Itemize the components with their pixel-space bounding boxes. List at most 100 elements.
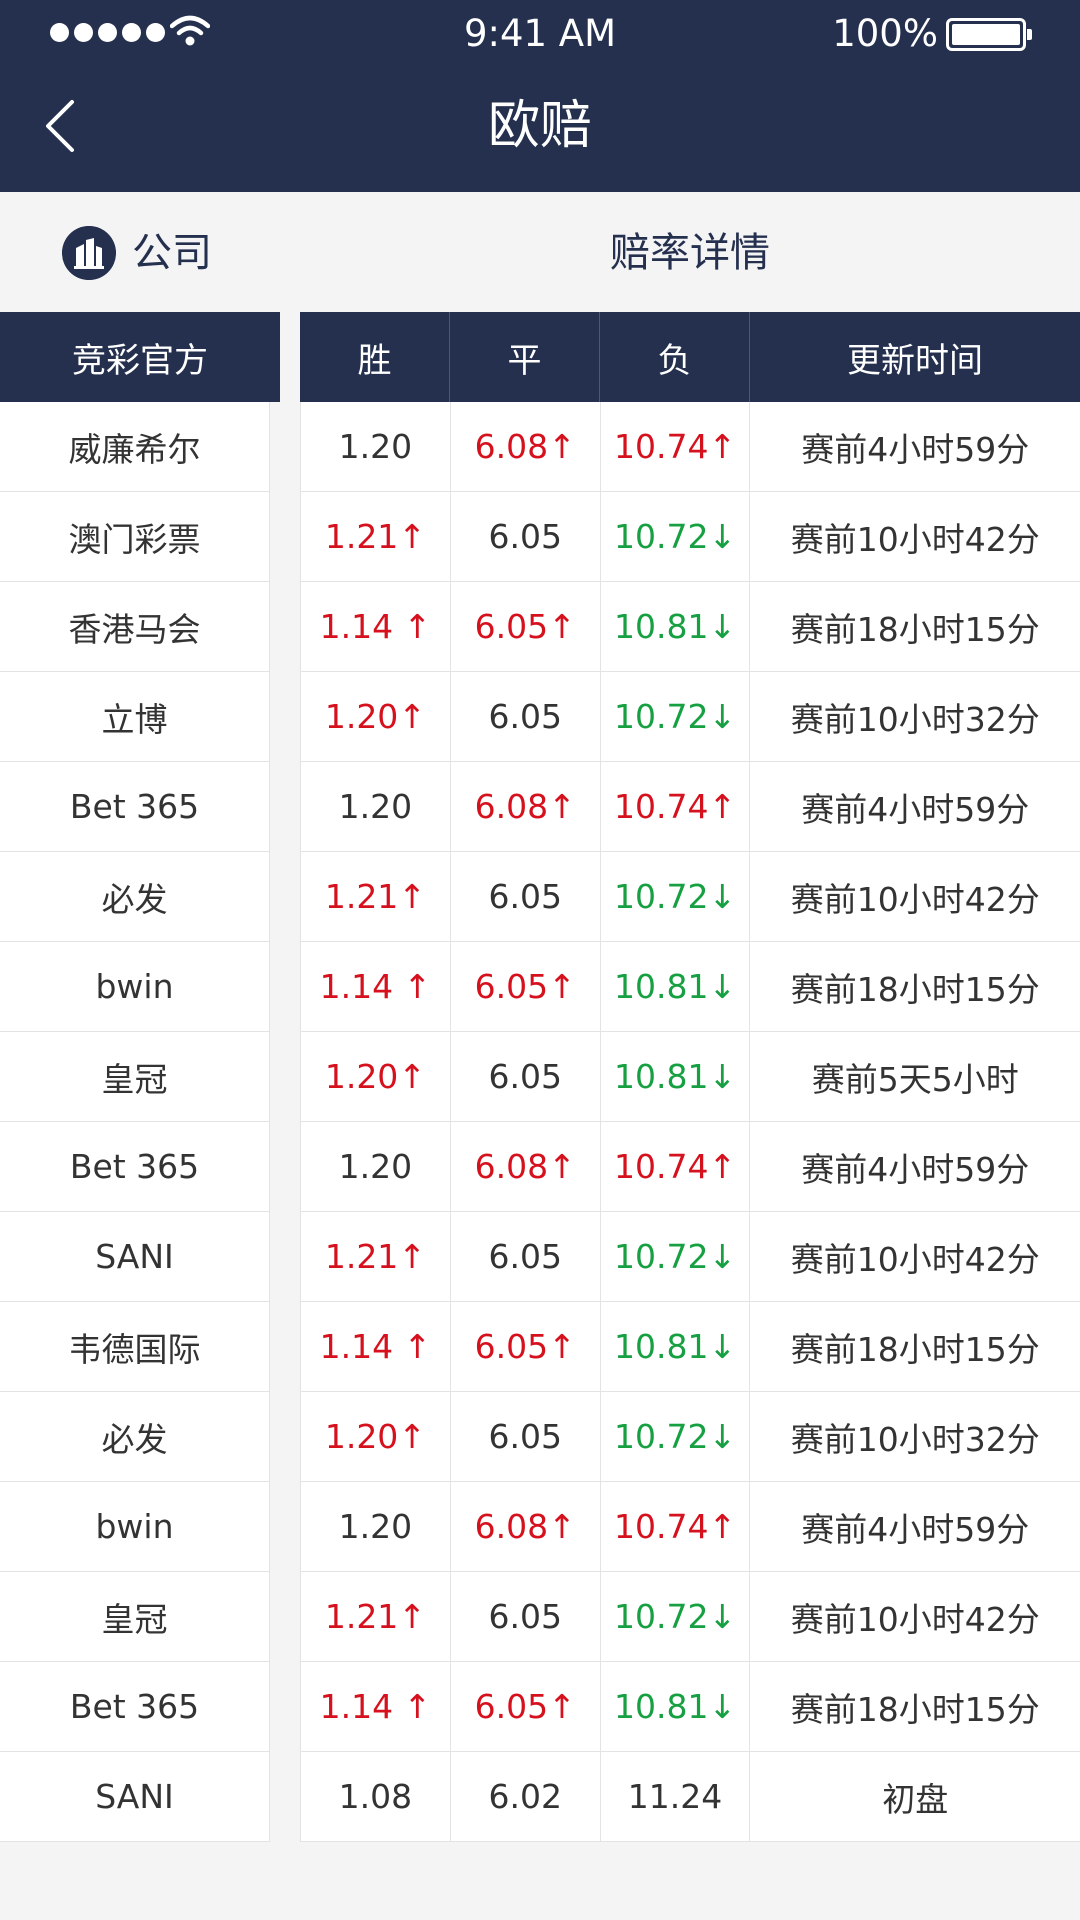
company-name: 韦德国际 [68, 1329, 201, 1369]
draw-odds: 6.05 [451, 492, 601, 581]
update-time: 赛前4小时59分 [801, 1509, 1030, 1549]
company-column: 竞彩官方 威廉希尔 澳门彩票香港马会立博 Bet 365 必发 bwin 皇冠 Bet 36… [0, 312, 280, 1842]
loss-odds: 10.72↓ [601, 1212, 751, 1301]
loss-odds: 10.74↑ [601, 1122, 751, 1211]
company-header-label[interactable]: 竞彩官方 [72, 340, 208, 381]
company-name: 皇冠 [101, 1059, 168, 1099]
draw-header: 平 [450, 312, 600, 402]
company-row[interactable]: bwin [0, 942, 270, 1032]
draw-odds: 6.05↑ [451, 582, 601, 671]
company-row[interactable]: 韦德国际 [0, 1302, 270, 1392]
win-odds: 1.14 ↑ [301, 942, 451, 1031]
update-time: 赛前4小时59分 [801, 429, 1030, 469]
company-row[interactable]: SANI [0, 1752, 270, 1842]
page-title: 欧赔 [487, 96, 592, 156]
odds-row[interactable]: 1.20↑ 6.05 10.81↓ 赛前5天5小时 [300, 1032, 1080, 1122]
signal-strength-icon [50, 23, 165, 42]
odds-row[interactable]: 1.21↑ 6.05 10.72↓ 赛前10小时42分 [300, 492, 1080, 582]
company-name: Bet 365 [69, 1147, 200, 1186]
company-row[interactable]: SANI [0, 1212, 270, 1302]
company-row[interactable]: Bet 365 [0, 762, 270, 852]
company-name: bwin [95, 1507, 174, 1546]
company-row[interactable]: 皇冠 [0, 1032, 270, 1122]
odds-row[interactable]: 1.08 6.02 11.24 初盘 [300, 1752, 1080, 1842]
company-name: 香港马会 [68, 609, 201, 649]
odds-row[interactable]: 1.14 ↑ 6.05↑ 10.81↓ 赛前18小时15分 [300, 1302, 1080, 1392]
update-time: 赛前10小时32分 [790, 1419, 1040, 1459]
table-subheader: 公司 赔率详情 [0, 192, 1080, 312]
odds-row[interactable]: 1.20 6.08↑ 10.74↑ 赛前4小时59分 [300, 762, 1080, 852]
company-name: 必发 [101, 879, 168, 919]
win-odds: 1.14 ↑ [301, 1302, 451, 1391]
company-row[interactable]: 必发 [0, 852, 270, 942]
win-odds: 1.20 [301, 1482, 451, 1571]
status-time: 9:41 AM [463, 12, 617, 55]
odds-row[interactable]: 1.14 ↑ 6.05↑ 10.81↓ 赛前18小时15分 [300, 1662, 1080, 1752]
win-odds: 1.21↑ [301, 1572, 451, 1661]
company-row[interactable]: Bet 365 [0, 1662, 270, 1752]
update-time: 赛前10小时42分 [790, 519, 1040, 559]
odds-row[interactable]: 1.20↑ 6.05 10.72↓ 赛前10小时32分 [300, 672, 1080, 762]
draw-odds: 6.05 [451, 852, 601, 941]
update-time-header: 更新时间 [847, 340, 983, 381]
company-row[interactable]: 必发 [0, 1392, 270, 1482]
loss-odds: 10.81↓ [601, 1032, 751, 1121]
company-row[interactable]: bwin [0, 1482, 270, 1572]
odds-row[interactable]: 1.21↑ 6.05 10.72↓ 赛前10小时42分 [300, 852, 1080, 942]
battery-icon [946, 18, 1032, 51]
odds-row[interactable]: 1.20 6.08↑ 10.74↑ 赛前4小时59分 [300, 1482, 1080, 1572]
nav-bar: 9:41 AM 100% 欧赔 [0, 0, 1080, 192]
odds-row[interactable]: 1.14 ↑ 6.05↑ 10.81↓ 赛前18小时15分 [300, 582, 1080, 672]
company-name: Bet 365 [69, 787, 200, 826]
company-row[interactable]: 皇冠 [0, 1572, 270, 1662]
draw-odds: 6.05↑ [451, 1302, 601, 1391]
company-row[interactable]: 威廉希尔 [0, 402, 270, 492]
odds-row[interactable]: 1.21↑ 6.05 10.72↓ 赛前10小时42分 [300, 1212, 1080, 1302]
company-name: SANI [95, 1237, 174, 1276]
update-time: 赛前18小时15分 [790, 1329, 1040, 1369]
odds-table-header: 胜 平 负 更新时间 [300, 312, 1080, 402]
draw-odds: 6.05 [451, 672, 601, 761]
odds-row[interactable]: 1.21↑ 6.05 10.72↓ 赛前10小时42分 [300, 1572, 1080, 1662]
loss-odds: 11.24 [601, 1752, 751, 1841]
draw-odds: 6.08↑ [451, 1122, 601, 1211]
win-odds: 1.14 ↑ [301, 1662, 451, 1751]
update-time: 赛前10小时32分 [790, 699, 1040, 739]
update-time: 赛前10小时42分 [790, 879, 1040, 919]
company-name: 立博 [101, 699, 168, 739]
update-time: 赛前10小时42分 [790, 1239, 1040, 1279]
win-odds: 1.21↑ [301, 492, 451, 581]
company-name: 必发 [101, 1419, 168, 1459]
company-name: Bet 365 [69, 1687, 200, 1726]
update-time: 赛前18小时15分 [790, 1689, 1040, 1729]
win-odds: 1.21↑ [301, 1212, 451, 1301]
odds-detail-label: 赔率详情 [610, 230, 770, 276]
update-time: 赛前5天5小时 [811, 1059, 1019, 1099]
draw-odds: 6.05 [451, 1212, 601, 1301]
loss-odds: 10.81↓ [601, 1302, 751, 1391]
draw-odds: 6.02 [451, 1752, 601, 1841]
loss-odds: 10.72↓ [601, 852, 751, 941]
company-row[interactable]: Bet 365 [0, 1122, 270, 1212]
company-row[interactable]: 立博 [0, 672, 270, 762]
company-name: SANI [95, 1777, 174, 1816]
odds-row[interactable]: 1.20 6.08↑ 10.74↑ 赛前4小时59分 [300, 402, 1080, 492]
odds-row[interactable]: 1.20↑ 6.05 10.72↓ 赛前10小时32分 [300, 1392, 1080, 1482]
loss-odds: 10.72↓ [601, 492, 751, 581]
win-odds: 1.14 ↑ [301, 582, 451, 671]
update-time: 赛前18小时15分 [790, 609, 1040, 649]
odds-row[interactable]: 1.14 ↑ 6.05↑ 10.81↓ 赛前18小时15分 [300, 942, 1080, 1032]
update-time: 赛前10小时42分 [790, 1599, 1040, 1639]
company-row[interactable]: 澳门彩票 [0, 492, 270, 582]
company-row[interactable]: 香港马会 [0, 582, 270, 672]
loss-odds: 10.72↓ [601, 1572, 751, 1661]
win-odds: 1.20 [301, 762, 451, 851]
odds-row[interactable]: 1.20 6.08↑ 10.74↑ 赛前4小时59分 [300, 1122, 1080, 1212]
update-time: 赛前4小时59分 [801, 1149, 1030, 1189]
back-chevron-icon[interactable] [40, 98, 80, 154]
draw-odds: 6.05↑ [451, 1662, 601, 1751]
loss-odds: 10.72↓ [601, 672, 751, 761]
win-odds: 1.20 [301, 402, 451, 491]
loss-odds: 10.81↓ [601, 942, 751, 1031]
win-odds: 1.08 [301, 1752, 451, 1841]
